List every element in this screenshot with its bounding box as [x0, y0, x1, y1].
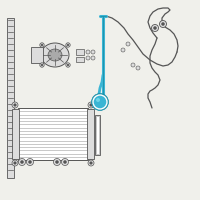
Bar: [12, 109, 19, 159]
Bar: [87, 109, 94, 159]
Circle shape: [88, 160, 94, 166]
Circle shape: [88, 102, 94, 108]
Circle shape: [152, 24, 158, 31]
Bar: [95, 115, 100, 155]
Circle shape: [56, 160, 58, 164]
Circle shape: [12, 160, 18, 166]
Circle shape: [126, 42, 130, 46]
Bar: [96, 116, 99, 154]
Circle shape: [86, 56, 90, 60]
Circle shape: [54, 158, 60, 166]
Circle shape: [91, 56, 95, 60]
Bar: [18, 108, 88, 160]
Circle shape: [90, 104, 92, 106]
Bar: [76, 57, 84, 62]
Ellipse shape: [48, 49, 62, 61]
Circle shape: [92, 94, 108, 110]
Circle shape: [66, 63, 70, 67]
Circle shape: [66, 43, 70, 47]
Circle shape: [162, 22, 164, 25]
Circle shape: [67, 44, 69, 46]
Circle shape: [62, 158, 68, 166]
Bar: [31, 47, 43, 63]
Ellipse shape: [41, 43, 69, 67]
Circle shape: [93, 95, 107, 109]
Circle shape: [14, 104, 16, 106]
Circle shape: [40, 43, 44, 47]
Circle shape: [18, 158, 26, 166]
Circle shape: [154, 26, 156, 29]
Circle shape: [64, 160, 66, 164]
Circle shape: [90, 162, 92, 164]
Circle shape: [136, 66, 140, 70]
Circle shape: [91, 50, 95, 54]
Circle shape: [86, 50, 90, 54]
Circle shape: [96, 98, 100, 102]
Circle shape: [29, 160, 32, 164]
Circle shape: [67, 64, 69, 66]
Circle shape: [131, 63, 135, 67]
Bar: [76, 49, 84, 55]
Circle shape: [14, 162, 16, 164]
Bar: [7, 18, 14, 178]
Circle shape: [40, 63, 44, 67]
Circle shape: [26, 158, 34, 166]
Circle shape: [160, 21, 166, 27]
Circle shape: [41, 64, 43, 66]
Circle shape: [41, 44, 43, 46]
Circle shape: [12, 102, 18, 108]
Circle shape: [121, 48, 125, 52]
Circle shape: [21, 160, 24, 164]
